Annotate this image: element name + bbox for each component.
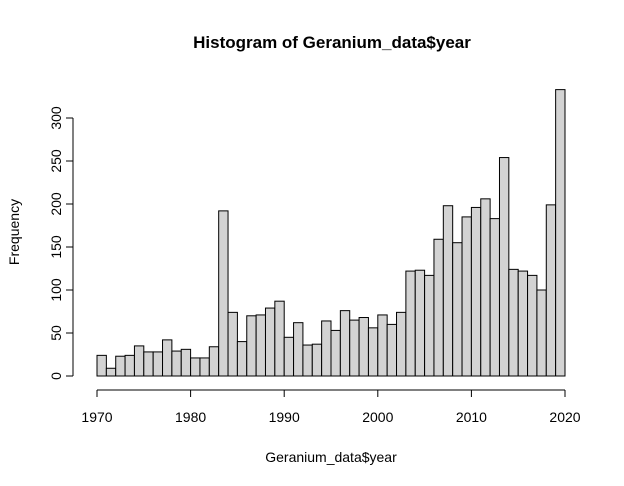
histogram-bar — [124, 354, 135, 377]
histogram-bar — [311, 343, 323, 377]
histogram-bar — [321, 320, 332, 377]
chart-title: Histogram of Geranium_data$year — [193, 33, 471, 52]
histogram-bar — [283, 336, 295, 377]
histogram-bar — [358, 317, 369, 377]
histogram-bar — [105, 367, 117, 377]
x-tick-label: 1990 — [269, 409, 300, 425]
y-tick-label: 200 — [48, 192, 64, 216]
x-tick-label: 2020 — [549, 409, 580, 425]
x-tick-label: 2010 — [456, 409, 487, 425]
histogram-bar — [227, 311, 238, 377]
histogram-bar — [133, 345, 145, 377]
histogram-bar — [452, 242, 463, 377]
y-axis: 0 50 100 150 200 250 300 — [48, 106, 74, 380]
x-axis: 1970 1980 1990 2000 2010 2020 — [81, 389, 581, 425]
histogram-bar — [96, 354, 107, 377]
x-tick-label: 1980 — [175, 409, 206, 425]
y-tick-label: 50 — [48, 325, 64, 341]
histogram-bar — [115, 355, 126, 377]
histogram-bar — [555, 89, 566, 377]
histogram-bar — [218, 210, 229, 377]
y-tick-label: 100 — [48, 278, 64, 302]
histogram-bar — [396, 311, 407, 377]
histogram-bar — [470, 206, 482, 377]
histogram-bar — [143, 351, 154, 377]
histogram-bar — [517, 270, 529, 377]
histogram-bar — [424, 274, 435, 377]
y-tick-label: 0 — [48, 372, 64, 380]
histogram-bar — [293, 322, 304, 377]
histogram-bar — [545, 204, 557, 377]
histogram-bar — [171, 350, 182, 377]
histogram-bar — [433, 238, 444, 377]
histogram-bar — [536, 289, 547, 377]
histogram-bar — [489, 218, 500, 377]
histogram-bar — [386, 323, 398, 377]
y-tick-label: 250 — [48, 149, 64, 173]
histogram-bar — [405, 270, 416, 377]
histogram-bar — [480, 198, 491, 377]
histogram-bar — [208, 346, 220, 377]
histogram-bar — [498, 157, 510, 377]
histogram-bar — [339, 310, 351, 377]
histogram-bar — [302, 344, 313, 377]
histogram-bar — [527, 274, 538, 377]
bars-group — [96, 89, 566, 377]
histogram-bar — [264, 307, 276, 377]
histogram-bar — [508, 268, 519, 377]
x-axis-label: Geranium_data$year — [265, 449, 397, 465]
y-tick-label: 300 — [48, 106, 64, 130]
histogram-bar — [246, 315, 257, 377]
histogram-bar — [330, 329, 341, 377]
histogram-bar — [461, 216, 472, 377]
histogram-bar — [255, 314, 266, 377]
y-tick-label: 150 — [48, 235, 64, 259]
histogram-bar — [152, 351, 164, 377]
histogram-bar — [236, 341, 248, 377]
histogram-bar — [190, 357, 201, 377]
histogram-bar — [162, 339, 173, 377]
x-tick-label: 2000 — [362, 409, 393, 425]
histogram-bar — [414, 269, 426, 377]
histogram-bar — [180, 348, 192, 377]
histogram-bar — [377, 314, 388, 377]
histogram-bar — [199, 357, 210, 377]
histogram-bar — [274, 300, 285, 377]
histogram-bar — [442, 205, 454, 377]
y-axis-label: Frequency — [6, 199, 22, 265]
x-tick-label: 1970 — [81, 409, 112, 425]
histogram-bar — [367, 327, 379, 377]
histogram-bar — [349, 319, 360, 377]
